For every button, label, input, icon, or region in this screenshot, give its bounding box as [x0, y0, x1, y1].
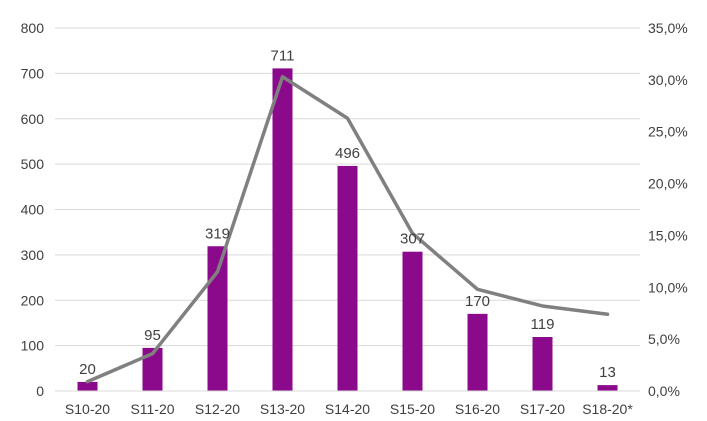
bar-data-label: 307 — [400, 231, 425, 248]
y-left-tick-label: 600 — [21, 111, 45, 127]
bar-data-label: 170 — [465, 293, 490, 310]
y-left-tick-label: 400 — [21, 202, 45, 218]
bar — [272, 68, 293, 391]
y-left-tick-label: 700 — [21, 65, 45, 81]
x-tick-label: S16-20 — [455, 401, 500, 417]
y-right-tick-label: 25,0% — [648, 124, 688, 140]
bar-data-label: 95 — [144, 327, 161, 344]
line-point — [346, 116, 349, 120]
x-tick-label: S11-20 — [130, 401, 174, 417]
y-left-tick-label: 300 — [21, 247, 45, 263]
x-tick-label: S10-20 — [65, 401, 110, 417]
y-right-tick-label: 10,0% — [648, 279, 688, 295]
line-point — [86, 380, 89, 384]
bar — [207, 246, 228, 391]
bar-data-label: 119 — [531, 316, 555, 333]
x-tick-label: S13-20 — [260, 401, 305, 417]
bar-series — [77, 68, 618, 391]
x-tick-label: S12-20 — [195, 401, 240, 417]
line-point — [281, 75, 284, 79]
y-right-tick-label: 30,0% — [648, 72, 688, 88]
y-left-tick-label: 200 — [21, 292, 45, 308]
x-tick-label: S17-20 — [520, 401, 565, 417]
line-point — [606, 312, 609, 316]
y-axis-right: 0,0% 5,0% 10,0% 15,0% 20,0% 25,0% 30,0% 35,0% — [648, 20, 688, 399]
bar — [402, 251, 423, 391]
y-right-tick-label: 0,0% — [648, 383, 680, 399]
y-axis-left: 0 100 200 300 400 500 600 700 800 — [21, 20, 45, 399]
y-right-tick-label: 15,0% — [648, 227, 688, 243]
line-point — [151, 352, 154, 356]
bar-data-label: 20 — [79, 361, 96, 378]
y-right-tick-label: 20,0% — [648, 176, 688, 192]
y-left-tick-label: 0 — [36, 383, 44, 399]
bar-data-label: 13 — [599, 364, 616, 381]
y-left-tick-label: 800 — [21, 20, 45, 36]
bar — [337, 165, 358, 391]
x-axis: S10-20 S11-20 S12-20 S13-20 S14-20 S15-20 S16-… — [55, 390, 640, 417]
line-point — [411, 231, 414, 235]
line-point — [216, 270, 219, 274]
bar-data-label: 496 — [335, 145, 360, 162]
x-tick-label: S15-20 — [390, 401, 435, 417]
bar — [467, 313, 488, 391]
line-point — [476, 287, 479, 291]
bar — [532, 337, 553, 391]
y-left-tick-label: 500 — [21, 156, 45, 172]
bar — [597, 385, 618, 391]
data-labels: 20 95 319 711 496 307 170 119 13 — [79, 47, 616, 381]
line-series — [85, 74, 610, 384]
bar — [77, 381, 98, 391]
y-left-tick-label: 100 — [21, 338, 45, 354]
bar — [142, 347, 163, 391]
x-tick-label: S18-20* — [582, 401, 633, 417]
bar-data-label: 711 — [271, 47, 295, 64]
line-point — [541, 304, 544, 308]
y-right-tick-label: 5,0% — [648, 331, 680, 347]
x-tick-label: S14-20 — [325, 401, 370, 417]
y-right-tick-label: 35,0% — [648, 20, 688, 36]
bar-data-label: 319 — [205, 225, 230, 242]
